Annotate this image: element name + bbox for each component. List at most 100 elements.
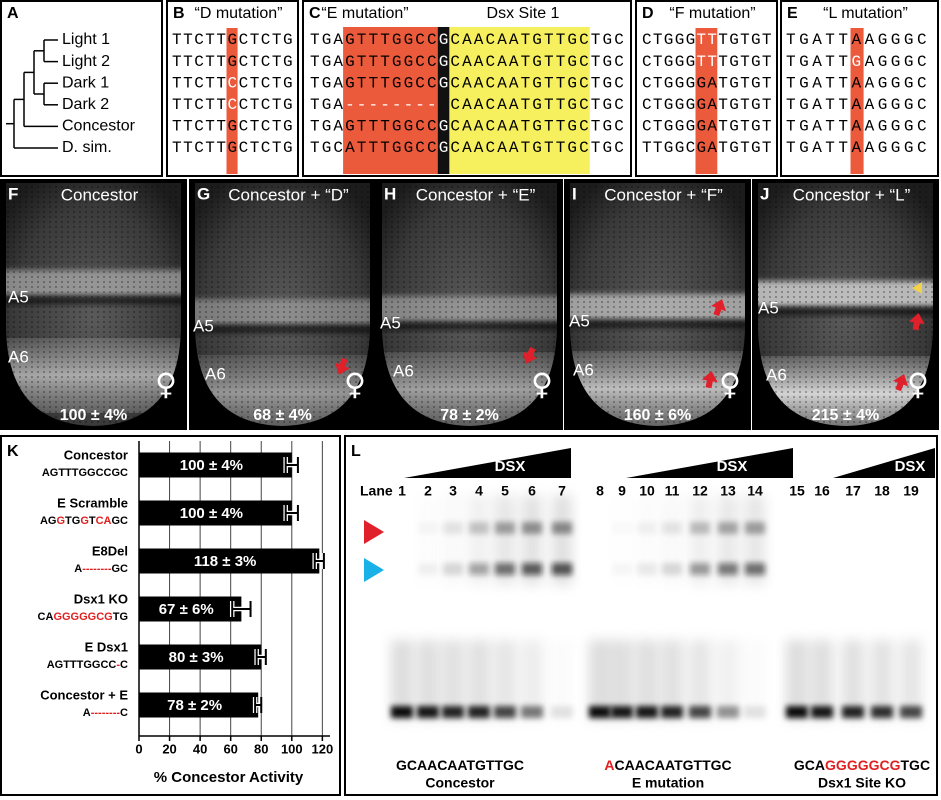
x-tick-label: 60: [223, 741, 237, 756]
dsx-wedge: [626, 448, 793, 478]
sequence-segment: GA: [697, 139, 718, 157]
sequence-segment: G: [228, 31, 238, 49]
sequence-segment: --------: [82, 563, 112, 575]
dsx-wedge: [833, 448, 935, 478]
sequence-segment: TGATT: [786, 31, 848, 49]
panel-border: [166, 0, 299, 177]
lane-number: 9: [618, 483, 626, 499]
sequence-segment: TGTGT: [718, 53, 771, 71]
sequence-segment: CTCTG: [239, 96, 293, 114]
value-label: 67 ± 6%: [159, 601, 214, 618]
well-smear: [443, 495, 463, 585]
sequence-segment: GCA: [794, 757, 825, 773]
segment-label: A5: [380, 313, 401, 332]
mutation-highlight: [695, 28, 718, 174]
sequence-segment: TGC: [591, 118, 624, 136]
sequence-segment: G: [852, 53, 862, 71]
complex-band: [637, 563, 657, 575]
arrow: [701, 371, 718, 389]
probe-band: [611, 706, 633, 718]
probe-band: [468, 706, 490, 718]
panel-border: [780, 0, 939, 177]
y-tick-label: Concestor + E: [40, 687, 128, 702]
sequence-segment: TGC: [591, 74, 624, 92]
segment-label: A6: [766, 365, 787, 384]
probe-band: [636, 706, 658, 718]
well-smear: [718, 495, 738, 585]
sequence-segment: A: [852, 96, 862, 114]
sequence-segment: TGATT: [786, 96, 848, 114]
value-label: 100 ± 4%: [180, 457, 243, 474]
sequence-segment: GGGGGCG: [53, 611, 112, 623]
activity-label: 78 ± 2%: [440, 407, 499, 424]
sequence-segment: CTCTG: [239, 139, 293, 157]
panel-title: “D mutation”: [194, 5, 282, 22]
sequence-segment: G: [228, 53, 238, 71]
error-bar: [229, 601, 253, 617]
taxon-label: Light 2: [62, 53, 110, 70]
sequence-segment: AGGGC: [865, 53, 927, 71]
well-smear: [495, 495, 515, 585]
sequence-segment: TGATT: [786, 139, 848, 157]
panel-border: [302, 0, 632, 177]
sequence-segment: GCAACAATGTTGC: [396, 757, 524, 773]
segment-label: A5: [193, 316, 214, 335]
panel-letter: C: [309, 5, 321, 22]
value-label: 78 ± 2%: [167, 697, 222, 714]
sequence-segment: CAACAATGTTGC: [614, 757, 731, 773]
x-tick-label: 100: [281, 741, 303, 756]
x-tick-label: 80: [254, 741, 268, 756]
sequence-segment: A: [852, 118, 862, 136]
lane-number: 3: [449, 483, 457, 499]
texture: [6, 183, 181, 426]
sequence-segment: AGTTTGGCCGC: [42, 467, 128, 479]
lane-number: 12: [692, 483, 708, 499]
sequence-segment: AGGGC: [865, 74, 927, 92]
sequence: CAGGGGGCGTG: [38, 611, 128, 623]
bar: [139, 596, 242, 622]
e-site-highlight: [343, 27, 438, 174]
smear: [468, 640, 490, 720]
sequence-segment: A: [83, 707, 91, 719]
complex-marker: [364, 558, 384, 582]
lane-title: Lane: [360, 483, 393, 499]
sequence-segment: CTGGG: [642, 74, 695, 92]
well-smear: [552, 495, 572, 585]
well-smear: [637, 495, 657, 585]
panel-border: [344, 435, 938, 796]
smear: [417, 640, 439, 720]
panel-letter: J: [760, 184, 769, 203]
sequence-segment: CTCTG: [239, 118, 293, 136]
value-label: 80 ± 3%: [169, 649, 224, 666]
sequence-segment: CTCTG: [239, 31, 293, 49]
well-smear: [522, 495, 542, 585]
lane-number: 4: [475, 483, 483, 499]
sequence-segment: G: [439, 53, 449, 71]
error-bar: [283, 457, 301, 473]
panel-title: “L mutation”: [823, 5, 908, 22]
sequence-segment: CTGGG: [642, 31, 695, 49]
panel-letter: A: [7, 5, 19, 22]
bar: [139, 548, 320, 574]
sex-symbol: ♀: [155, 368, 177, 403]
panel-letter: L: [351, 443, 361, 460]
sex-symbol: ♀: [344, 368, 366, 403]
sequence-segment: TGC: [310, 139, 343, 157]
probe-band: [717, 706, 739, 718]
value-label: 100 ± 4%: [180, 505, 243, 522]
well-smear: [745, 495, 765, 585]
sequence-segment: GA: [697, 118, 718, 136]
sequence-segment: TGTGT: [718, 31, 771, 49]
panel-letter: E: [787, 5, 798, 22]
activity-label: 160 ± 6%: [624, 407, 692, 424]
lane-number: 2: [424, 483, 432, 499]
sequence-segment: AG: [40, 515, 57, 527]
segment-label: A5: [758, 298, 779, 317]
segment-label: A6: [573, 360, 594, 379]
sequence-segment: AGGGC: [865, 118, 927, 136]
bar: [139, 452, 292, 478]
sequence-segment: T: [89, 515, 96, 527]
sequence-segment: TT: [697, 53, 718, 71]
sequence-segment: -: [116, 659, 120, 671]
complex-band: [418, 563, 438, 575]
